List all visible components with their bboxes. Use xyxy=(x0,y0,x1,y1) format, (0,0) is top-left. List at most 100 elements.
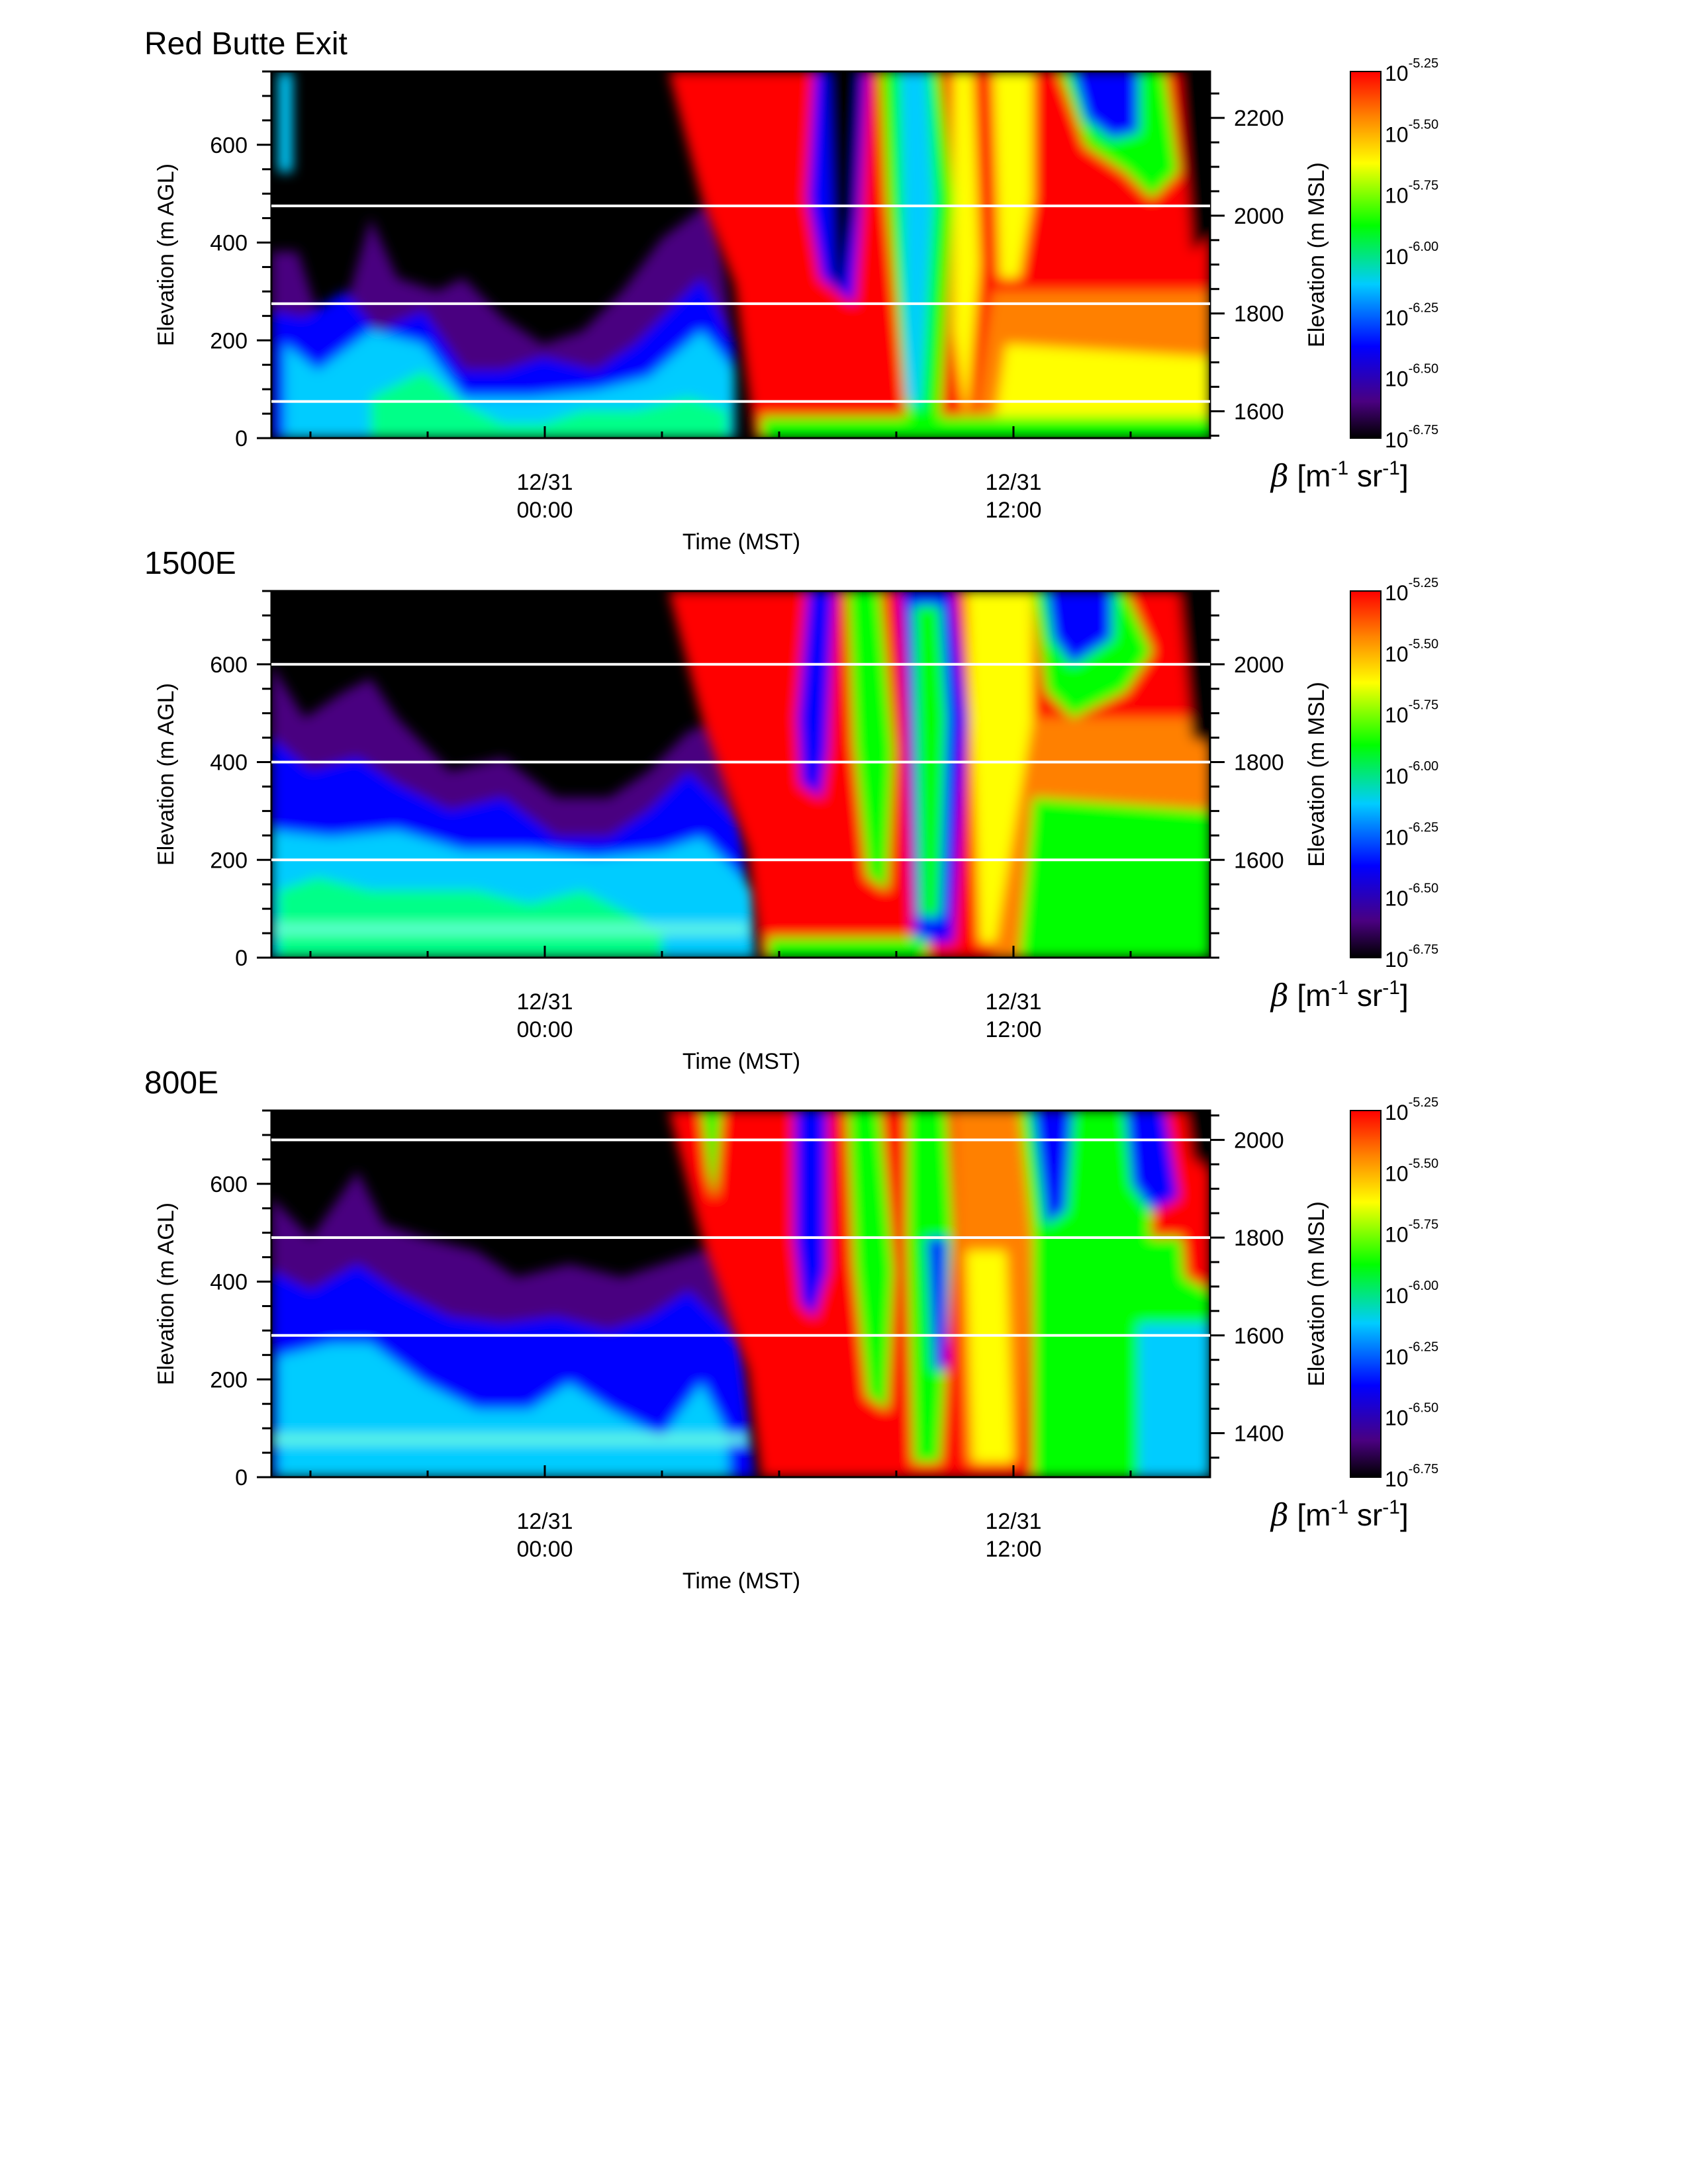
colorbar-tick-label: 10-5.75 xyxy=(1385,179,1438,208)
y2-tick-label: 1800 xyxy=(1234,751,1284,776)
x-tick-label-date: 12/31 xyxy=(516,989,573,1015)
colorbar-tick-label: 10-5.25 xyxy=(1385,56,1438,85)
colorbar-tick-label: 10-6.50 xyxy=(1385,882,1438,911)
colorbar-tick-label: 10-5.75 xyxy=(1385,698,1438,727)
panel-title: 800E xyxy=(144,1066,218,1101)
heatmap-image xyxy=(271,71,1210,438)
y-axis-right: 1600 1800 2000 2200 xyxy=(1210,92,1284,437)
y-axis-label: Elevation (m AGL) xyxy=(154,1203,179,1385)
y2-tick-label: 1600 xyxy=(1234,1324,1284,1349)
colorbar-tick-label: 10-6.50 xyxy=(1385,362,1438,391)
colorbar-tick-label: 10-5.50 xyxy=(1385,1156,1438,1185)
y-tick-label: 200 xyxy=(210,328,248,353)
colorbar-tick-label: 10-5.75 xyxy=(1385,1218,1438,1247)
colorbar: 10-5.25 10-5.50 10-5.75 10-6.00 10-6.25 10-6.… xyxy=(1270,56,1438,494)
colorbar-tick-label: 10-6.75 xyxy=(1385,942,1438,972)
colorbar-ticks: 10-5.25 10-5.50 10-5.75 10-6.00 10-6.25 10-6.… xyxy=(1385,576,1438,972)
colorbar-tick-label: 10-6.00 xyxy=(1385,240,1438,269)
colorbar-tick-label: 10-6.25 xyxy=(1385,820,1438,849)
x-axis: 12/31 00:00 12/31 12:00 xyxy=(309,426,1132,523)
y2-tick-label: 2000 xyxy=(1234,653,1284,678)
plot-frame xyxy=(270,590,1211,959)
y-axis-label: Elevation (m AGL) xyxy=(154,163,179,346)
x-tick-label-time: 00:00 xyxy=(516,1017,573,1042)
panel-red-butte-exit: Red Butte Exit xyxy=(144,26,1438,555)
y-axis-label: Elevation (m AGL) xyxy=(154,683,179,866)
y-tick-label: 600 xyxy=(210,653,248,678)
colorbar-label: β [m-1 sr-1] xyxy=(1270,1496,1409,1533)
y-axis-right: 1600 1800 2000 xyxy=(1210,590,1284,959)
colorbar-tick-label: 10-5.50 xyxy=(1385,637,1438,666)
y-tick-label: 400 xyxy=(210,751,248,776)
x-tick-label-date: 12/31 xyxy=(985,470,1041,495)
y-tick-label: 200 xyxy=(210,1367,248,1392)
y2-tick-label: 2200 xyxy=(1234,106,1284,131)
colorbar-tick-label: 10-6.75 xyxy=(1385,423,1438,452)
panel-800e: 800E xyxy=(144,1066,1438,1594)
colorbar-gradient xyxy=(1350,1110,1382,1478)
y2-axis-label: Elevation (m MSL) xyxy=(1304,682,1329,867)
y-tick-label: 400 xyxy=(210,1270,248,1295)
colorbar-tick-label: 10-6.00 xyxy=(1385,759,1438,788)
colorbar-tick-label: 10-5.50 xyxy=(1385,117,1438,146)
hlines xyxy=(271,662,1210,862)
y-tick-label: 0 xyxy=(235,946,248,971)
x-tick-label-date: 12/31 xyxy=(516,1509,573,1534)
y-tick-label: 0 xyxy=(235,1465,248,1490)
colorbar-gradient xyxy=(1350,71,1382,439)
colorbar-tick-label: 10-6.50 xyxy=(1385,1401,1438,1430)
colorbar-tick-label: 10-5.25 xyxy=(1385,1095,1438,1124)
y2-tick-label: 2000 xyxy=(1234,1128,1284,1153)
colorbar-ticks: 10-5.25 10-5.50 10-5.75 10-6.00 10-6.25 10-6.… xyxy=(1385,56,1438,452)
colorbar-tick-label: 10-6.25 xyxy=(1385,1340,1438,1369)
plot-frame xyxy=(270,1109,1211,1479)
x-axis-label: Time (MST) xyxy=(682,1569,800,1594)
y2-tick-label: 1400 xyxy=(1234,1422,1284,1447)
hlines xyxy=(271,205,1210,403)
y2-tick-label: 1600 xyxy=(1234,848,1284,873)
plot-frame xyxy=(270,70,1211,439)
x-axis-label: Time (MST) xyxy=(682,1049,800,1074)
colorbar-label: β [m-1 sr-1] xyxy=(1270,977,1409,1013)
x-tick-label-time: 12:00 xyxy=(985,498,1041,523)
y-tick-label: 200 xyxy=(210,848,248,873)
colorbar-tick-label: 10-6.75 xyxy=(1385,1462,1438,1491)
y2-tick-label: 1800 xyxy=(1234,1226,1284,1251)
x-tick-label-date: 12/31 xyxy=(985,1509,1041,1534)
x-tick-label-date: 12/31 xyxy=(985,989,1041,1015)
y-tick-label: 400 xyxy=(210,231,248,256)
panel-1500e: 1500E xyxy=(144,546,1438,1074)
y-axis-right: 1400 1600 1800 2000 xyxy=(1210,1114,1284,1459)
y2-axis-label: Elevation (m MSL) xyxy=(1304,1201,1329,1387)
y-axis-left: 0 200 400 600 xyxy=(210,590,271,971)
colorbar-tick-label: 10-6.25 xyxy=(1385,300,1438,330)
y2-tick-label: 2000 xyxy=(1234,204,1284,229)
y2-tick-label: 1600 xyxy=(1234,399,1284,424)
x-tick-label-time: 12:00 xyxy=(985,1017,1041,1042)
colorbar-label: β [m-1 sr-1] xyxy=(1270,457,1409,494)
x-axis: 12/31 00:00 12/31 12:00 xyxy=(309,1465,1132,1562)
heatmap-image xyxy=(271,591,1210,958)
x-axis-label: Time (MST) xyxy=(682,529,800,555)
colorbar-gradient xyxy=(1350,590,1382,958)
y2-axis-label: Elevation (m MSL) xyxy=(1304,162,1329,347)
colorbar: 10-5.25 10-5.50 10-5.75 10-6.00 10-6.25 10-6.… xyxy=(1270,576,1438,1013)
x-tick-label-date: 12/31 xyxy=(516,470,573,495)
colorbar-ticks: 10-5.25 10-5.50 10-5.75 10-6.00 10-6.25 10-6.… xyxy=(1385,1095,1438,1491)
hlines xyxy=(271,1138,1210,1337)
colorbar-tick-label: 10-6.00 xyxy=(1385,1279,1438,1308)
y-axis-left: 0 200 400 600 xyxy=(210,70,271,451)
panel-title: Red Butte Exit xyxy=(144,26,348,62)
x-tick-label-time: 00:00 xyxy=(516,1537,573,1562)
y2-tick-label: 1800 xyxy=(1234,302,1284,327)
y-tick-label: 600 xyxy=(210,1172,248,1197)
x-tick-label-time: 12:00 xyxy=(985,1537,1041,1562)
heatmap-image xyxy=(271,1111,1210,1477)
y-tick-label: 600 xyxy=(210,133,248,158)
colorbar: 10-5.25 10-5.50 10-5.75 10-6.00 10-6.25 10-6.… xyxy=(1270,1095,1438,1533)
colorbar-tick-label: 10-5.25 xyxy=(1385,576,1438,605)
y-axis-left: 0 200 400 600 xyxy=(210,1109,271,1490)
x-tick-label-time: 00:00 xyxy=(516,498,573,523)
